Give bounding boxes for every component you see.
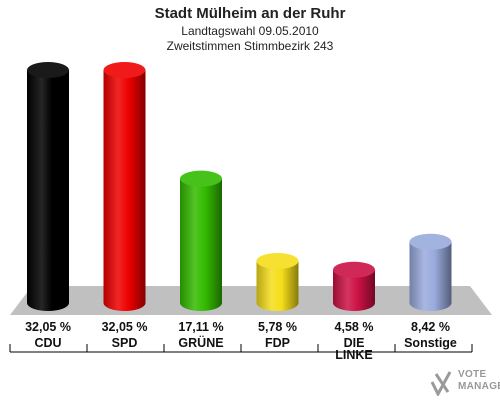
chart-title: Stadt Mülheim an der Ruhr [154,5,346,22]
bar-body [256,260,299,311]
bar-sonstige [409,233,452,311]
bar-cdu [27,62,69,311]
bar-die-linke [333,261,375,311]
chart-subtitle-district: Zweitstimmen Stimmbezirk 243 [166,39,334,53]
bar-cap [180,170,222,187]
chart-subtitle-election: Landtagswahl 09.05.2010 [181,24,319,38]
category-label: GRÜNE [178,335,223,350]
category-label: CDU [34,336,61,350]
value-label: 4,58 % [335,320,374,334]
bar-grüne [180,170,222,311]
category-label: SPD [112,336,138,350]
value-label: 32,05 % [25,320,71,334]
category-label: Sonstige [404,336,457,350]
category-label: DIE LINKE [335,336,373,362]
bar-fdp [256,252,299,311]
value-label: 32,05 % [102,320,148,334]
bar-body [333,269,375,311]
value-label: 5,78 % [258,320,297,334]
bar-cap [27,62,69,78]
bar-body [180,178,222,311]
bar-cap [103,62,146,78]
bar-cap [333,261,375,278]
value-label: 8,42 % [411,320,450,334]
logo-text-vote: VOTE [458,369,487,380]
category-label: FDP [265,336,290,350]
logo-text-manager: MANAGER [458,381,500,392]
bar-body [409,241,452,311]
bar-body [103,70,146,311]
category-axis [9,344,473,353]
bar-spd [103,62,146,311]
value-label: 17,11 % [178,320,223,334]
bar-cap [256,252,299,269]
votemanager-logo-icon [430,371,452,396]
bar-cap [409,233,452,250]
bar-body [27,70,69,311]
